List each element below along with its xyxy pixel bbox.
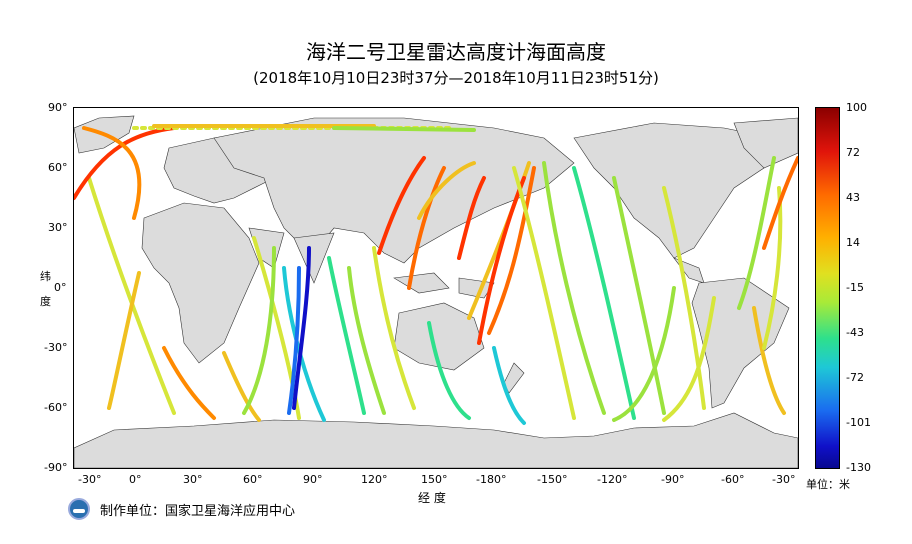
land-greenland-east [733, 117, 798, 169]
colorbar-tick-2: 72 [846, 146, 860, 159]
colorbar-unit-label: 单位：米 [806, 478, 850, 491]
lon-tick-6: 120° [361, 473, 388, 486]
lon-tick-12: -60° [721, 473, 745, 486]
lat-tick-m60: -60° [44, 401, 68, 414]
lon-tick-10: -120° [597, 473, 628, 486]
map-subtitle: (2018年10月10日23时37分—2018年10月11日23时51分) [253, 69, 659, 87]
map-canvas [74, 115, 798, 468]
lat-tick-90: 90° [48, 101, 68, 114]
lon-tick-9: -150° [537, 473, 568, 486]
lat-tick-30: 30° [48, 221, 68, 234]
lon-tick-11: -90° [661, 473, 685, 486]
colorbar-tick-6: -43 [846, 326, 864, 339]
lat-tick-m90: -90° [44, 461, 68, 474]
lon-tick-7: 150° [421, 473, 448, 486]
sea-surface-height-map [73, 107, 799, 469]
lon-tick-4: 60° [243, 473, 263, 486]
land-africa [141, 202, 260, 364]
agency-logo-icon [68, 498, 90, 520]
lat-tick-m30: -30° [44, 341, 68, 354]
x-axis-label: 经 度 [418, 491, 446, 505]
colorbar-tick-9: -130 [846, 461, 871, 474]
y-axis-label-2: 度 [40, 295, 51, 308]
colorbar [815, 107, 840, 469]
y-axis-label-1: 纬 [40, 270, 51, 283]
land-asia [213, 117, 575, 264]
track-layer [74, 124, 798, 425]
lon-tick-13: -30° [772, 473, 796, 486]
land-layer [74, 115, 798, 468]
colorbar-tick-3: 43 [846, 191, 860, 204]
land-antarctica [74, 412, 798, 468]
colorbar-tick-5: -15 [846, 281, 864, 294]
lat-tick-0: 0° [54, 281, 67, 294]
colorbar-tick-8: -101 [846, 416, 871, 429]
map-title: 海洋二号卫星雷达高度计海面高度 [306, 40, 606, 64]
lon-tick-3: 30° [183, 473, 203, 486]
producer-footer: 制作单位：国家卫星海洋应用中心 [68, 496, 295, 522]
lon-tick-2: 0° [129, 473, 142, 486]
lon-tick-5: 90° [303, 473, 323, 486]
colorbar-tick-1: 100 [846, 101, 867, 114]
land-india [293, 232, 335, 284]
lon-tick-8: -180° [476, 473, 507, 486]
lon-tick-1: -30° [78, 473, 102, 486]
land-indonesia [393, 272, 450, 294]
colorbar-tick-7: -72 [846, 371, 864, 384]
lat-tick-60: 60° [48, 161, 68, 174]
land-australia [393, 302, 485, 371]
producer-label: 制作单位：国家卫星海洋应用中心 [100, 503, 296, 519]
colorbar-tick-4: 14 [846, 236, 860, 249]
